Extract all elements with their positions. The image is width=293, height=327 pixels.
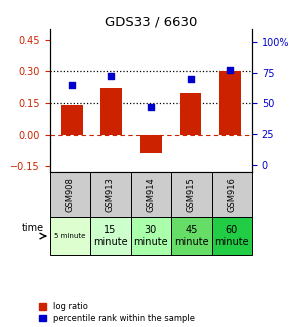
Bar xyxy=(50,172,90,217)
Point xyxy=(69,82,74,88)
Bar xyxy=(100,88,122,134)
Point xyxy=(149,104,153,110)
Text: 45
minute: 45 minute xyxy=(174,225,209,247)
Bar xyxy=(90,172,131,217)
Text: GSM914: GSM914 xyxy=(146,177,155,212)
Text: 30
minute: 30 minute xyxy=(134,225,168,247)
Bar xyxy=(50,217,90,255)
Point xyxy=(109,74,114,79)
Text: GSM913: GSM913 xyxy=(106,177,115,212)
Bar xyxy=(171,172,212,217)
Text: GSM916: GSM916 xyxy=(227,177,236,212)
Bar xyxy=(131,172,171,217)
Legend: log ratio, percentile rank within the sample: log ratio, percentile rank within the sa… xyxy=(39,302,195,323)
Bar xyxy=(90,217,131,255)
Text: 60
minute: 60 minute xyxy=(214,225,249,247)
Bar xyxy=(131,217,171,255)
Text: 5 minute: 5 minute xyxy=(54,233,86,239)
Bar xyxy=(212,217,252,255)
Bar xyxy=(171,217,212,255)
Bar xyxy=(212,172,252,217)
Bar xyxy=(180,93,202,134)
Point xyxy=(188,76,193,81)
Bar xyxy=(61,105,83,134)
Text: time: time xyxy=(22,223,44,233)
Title: GDS33 / 6630: GDS33 / 6630 xyxy=(105,15,197,28)
Point xyxy=(228,67,233,73)
Text: GSM908: GSM908 xyxy=(66,177,74,212)
Bar xyxy=(140,134,162,153)
Bar xyxy=(219,72,241,134)
Text: GSM915: GSM915 xyxy=(187,177,196,212)
Text: 15
minute: 15 minute xyxy=(93,225,128,247)
